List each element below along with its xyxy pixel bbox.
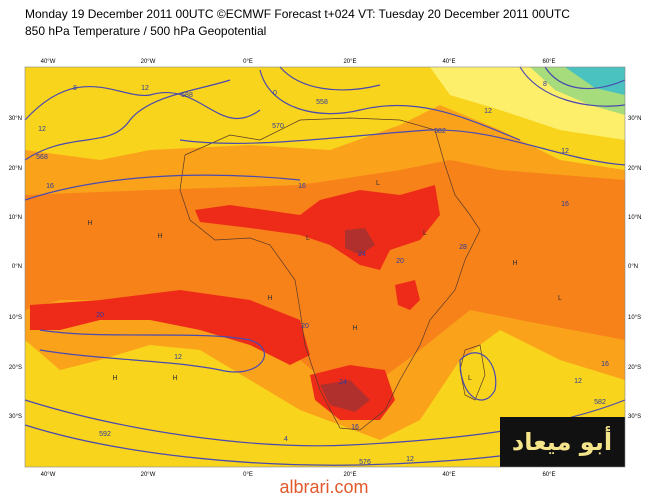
contour (24, 85, 261, 121)
lat-label: 10°S (9, 315, 22, 321)
contour-label: 592 (99, 431, 111, 438)
dark-red-area (345, 228, 375, 255)
map-frame (24, 66, 626, 468)
contour-label: 8 (73, 85, 77, 92)
contour-label: 12 (484, 108, 492, 115)
map: 8 12 588 0 558 570 12 568 16 16 582 12 8 12 16 24 20 28 20… (24, 66, 626, 468)
contour-label: 582 (594, 399, 606, 406)
cyan-area (565, 67, 625, 95)
pressure-center: H (87, 220, 92, 227)
lon-label: 0°E (243, 59, 253, 65)
pressure-center: H (352, 325, 357, 332)
contour-label: 24 (358, 251, 366, 258)
contour-label: 12 (406, 456, 414, 463)
coastline (179, 117, 481, 431)
red-area (195, 185, 440, 270)
lat-label: 20°S (628, 365, 641, 371)
lat-label: 20°S (9, 365, 22, 371)
lat-label: 20°N (9, 166, 22, 172)
contour (519, 66, 626, 107)
contour-label: 568 (36, 154, 48, 161)
contour-label: 12 (174, 354, 182, 361)
contour-label: 16 (601, 361, 609, 368)
contour (259, 69, 521, 141)
lat-label: 0°N (628, 264, 638, 270)
pressure-center: H (512, 260, 517, 267)
dark-red-area (320, 380, 370, 412)
contour (459, 352, 497, 401)
contour-label: 570 (272, 123, 284, 130)
contour-label: 0 (273, 90, 277, 97)
logo-box (500, 417, 625, 467)
contour-label: 558 (316, 99, 328, 106)
pressure-center: L (306, 235, 310, 242)
contour (279, 66, 381, 91)
contour-label: 8 (543, 81, 547, 88)
lat-label: 10°S (628, 315, 641, 321)
dark-orange-area (25, 160, 625, 385)
watermark: albrari.com (279, 477, 368, 497)
contour-label: 16 (351, 424, 359, 431)
lon-label: 0°E (243, 472, 253, 478)
lon-label: 40°E (442, 472, 455, 478)
contour-label: 16 (46, 183, 54, 190)
lon-label: 20°W (141, 59, 156, 65)
lon-label: 20°W (141, 472, 156, 478)
pressure-center: L (376, 180, 380, 187)
contour-label: 576 (359, 459, 371, 466)
pressure-center: H (157, 233, 162, 240)
lon-label: 20°E (343, 59, 356, 65)
contour-label: 20 (396, 258, 404, 265)
lon-label: 40°W (41, 59, 56, 65)
lat-label: 10°N (9, 215, 22, 221)
contour-label: 588 (181, 92, 193, 99)
lat-label: 30°S (9, 414, 22, 420)
contour-label: 12 (561, 148, 569, 155)
contour (39, 329, 265, 373)
red-area (30, 290, 310, 365)
pressure-center: H (172, 375, 177, 382)
contour-label: 28 (459, 244, 467, 251)
contour (24, 79, 231, 161)
contour-label: 12 (141, 85, 149, 92)
title-line-1: Monday 19 December 2011 00UTC ©ECMWF For… (25, 7, 570, 21)
lon-label: 40°E (442, 59, 455, 65)
pressure-center: H (267, 295, 272, 302)
contour-label: 16 (298, 183, 306, 190)
logo: أبو ميعاد (512, 426, 612, 456)
title-line-2: 850 hPa Temperature / 500 hPa Geopotenti… (25, 24, 266, 38)
pressure-center: L (423, 230, 427, 237)
pressure-center: L (558, 295, 562, 302)
lat-label: 30°N (9, 116, 22, 122)
red-area (395, 280, 420, 310)
contour-label: 20 (301, 323, 309, 330)
lat-label: 10°N (628, 215, 641, 221)
pressure-center: L (468, 375, 472, 382)
pressure-center: H (112, 375, 117, 382)
lat-label: 0°N (12, 264, 22, 270)
lat-label: 30°N (628, 116, 641, 122)
contour (544, 66, 626, 90)
contour (24, 174, 301, 201)
contour-label: 12 (574, 378, 582, 385)
lat-label: 20°N (628, 166, 641, 172)
lat-label: 30°S (628, 414, 641, 420)
lon-label: 60°E (542, 59, 555, 65)
contour-label: 16 (561, 201, 569, 208)
contour-label: 582 (434, 128, 446, 135)
contour (179, 129, 626, 166)
contour-label: 20 (96, 312, 104, 319)
contour-label: 24 (339, 379, 347, 386)
lon-label: 40°W (41, 472, 56, 478)
lon-label: 60°E (542, 472, 555, 478)
contour-label: 12 (38, 126, 46, 133)
contour-label: 4 (284, 436, 288, 443)
lon-label: 20°E (343, 472, 356, 478)
